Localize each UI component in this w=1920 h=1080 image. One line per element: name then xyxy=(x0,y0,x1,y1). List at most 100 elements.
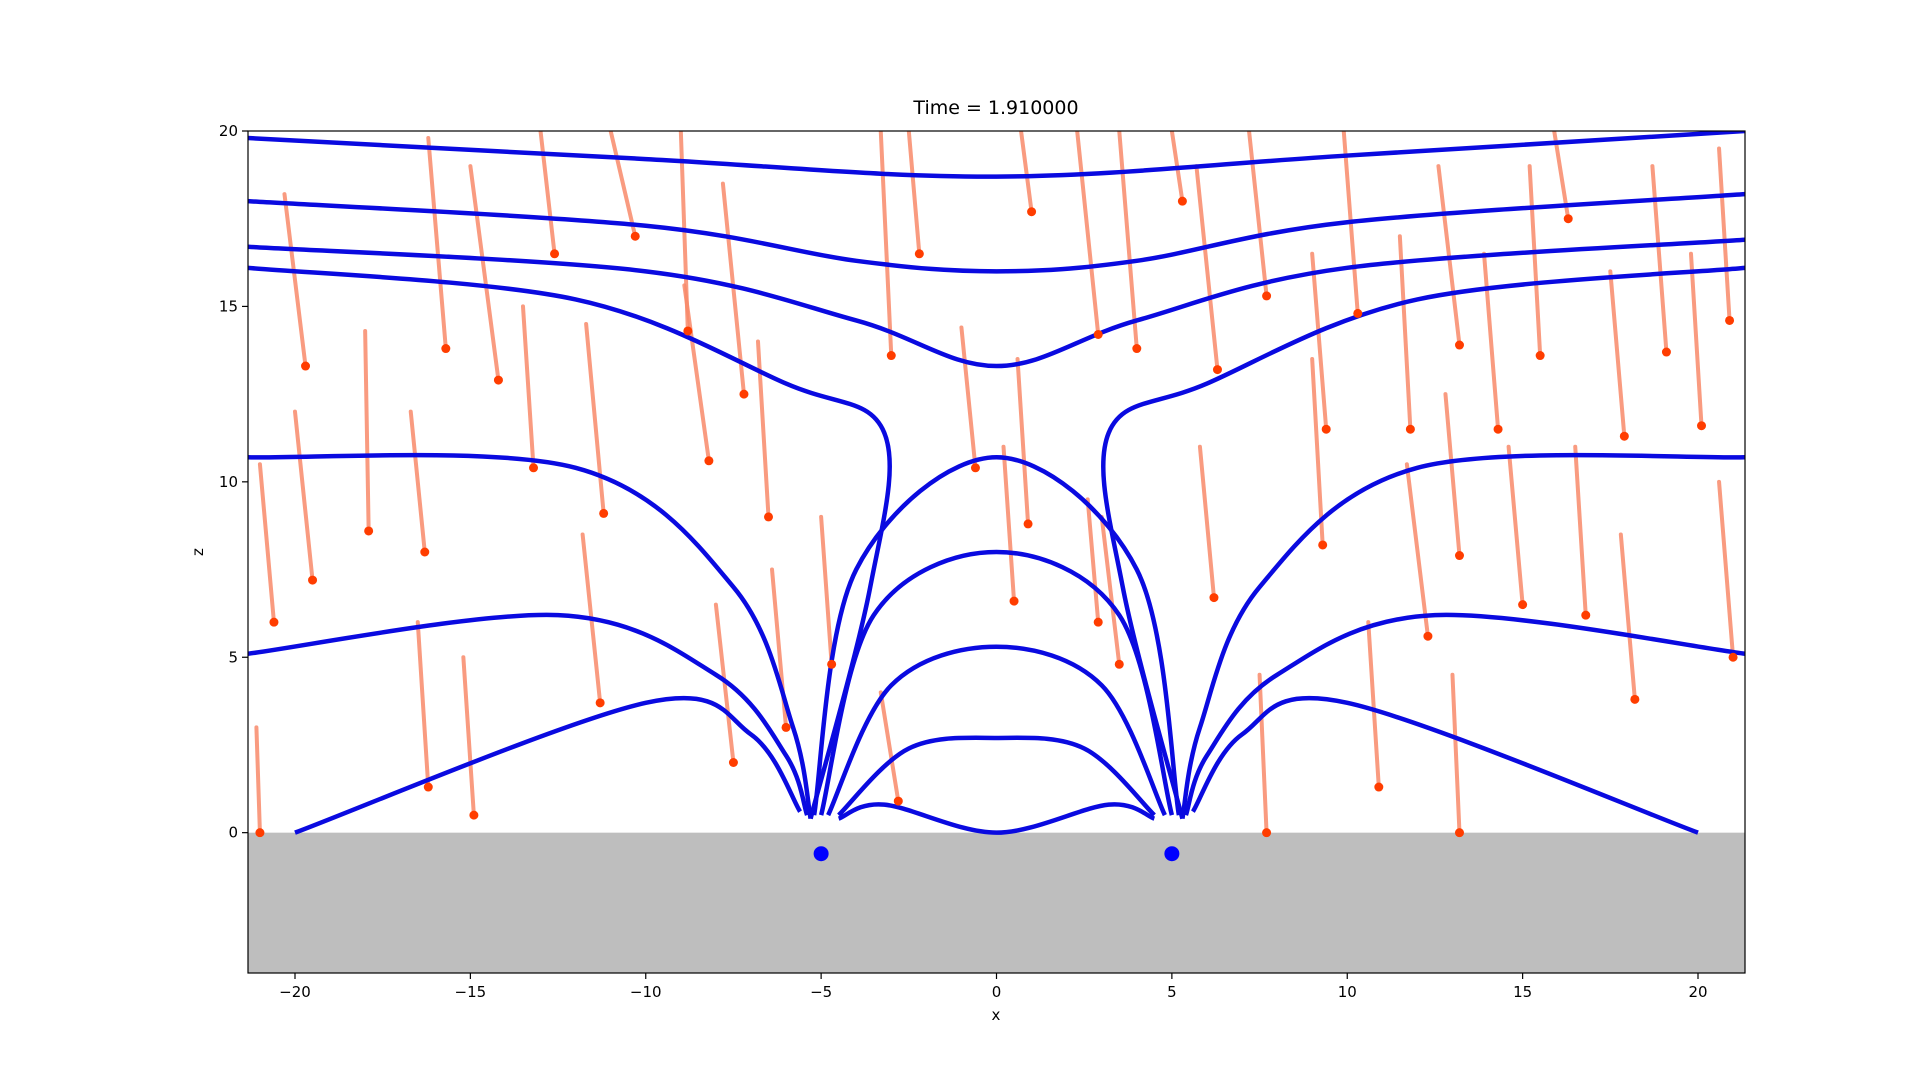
dipole xyxy=(813,846,829,862)
particle-head xyxy=(1423,631,1433,641)
particle-trail xyxy=(282,192,308,369)
particle-trail xyxy=(1310,357,1325,547)
particle-head xyxy=(764,512,774,522)
particle-trail xyxy=(1608,269,1627,439)
particle-trail xyxy=(1506,444,1525,607)
particle-trail xyxy=(1085,497,1101,625)
particle-head xyxy=(683,326,693,336)
particle-head xyxy=(1619,431,1629,441)
dipole xyxy=(1164,846,1180,862)
particle-trail xyxy=(1688,251,1704,428)
particle-trail xyxy=(1075,131,1101,337)
particle-head xyxy=(1212,365,1222,375)
particle-head xyxy=(1535,351,1545,361)
particle-head xyxy=(1374,782,1384,792)
particle-trail xyxy=(819,514,834,667)
field-line xyxy=(1183,612,1745,816)
particle-head xyxy=(1353,308,1363,318)
particle-head xyxy=(1697,421,1707,431)
particle-trail xyxy=(1397,234,1413,432)
particle-head xyxy=(550,249,560,259)
particle-head xyxy=(886,351,896,361)
particle-trail xyxy=(878,690,901,804)
particle-head xyxy=(739,389,749,399)
particle-head xyxy=(728,758,738,767)
particle-trail xyxy=(1450,672,1462,835)
particle-trail xyxy=(1001,444,1017,604)
particle-head xyxy=(893,796,903,806)
particle-head xyxy=(1581,610,1591,620)
x-tick-label: 15 xyxy=(1513,983,1532,1001)
x-tick-label: 0 xyxy=(992,983,1002,1001)
particle-head xyxy=(599,508,609,518)
ground xyxy=(248,832,1745,973)
particle-trail xyxy=(1019,131,1034,214)
particle-head xyxy=(595,698,605,708)
y-tick-label: 15 xyxy=(219,297,238,315)
particle-trail xyxy=(906,131,922,256)
field-line xyxy=(248,452,813,820)
particle-trail xyxy=(415,620,431,790)
particle-trail xyxy=(959,325,978,470)
x-tick-label: 20 xyxy=(1688,983,1707,1001)
y-axis-label: z xyxy=(189,548,207,556)
particle-trail xyxy=(1257,672,1269,835)
field-line xyxy=(818,549,1175,816)
field-line xyxy=(811,455,1182,816)
particle-head xyxy=(420,547,430,557)
particle-head xyxy=(704,456,714,466)
y-tick-label: 5 xyxy=(228,648,238,666)
field-line xyxy=(294,696,803,835)
particle-head xyxy=(1405,424,1415,434)
particle-trail xyxy=(584,321,606,516)
chart-title: Time = 1.910000 xyxy=(912,97,1078,119)
particle-head xyxy=(1454,340,1464,350)
particle-head xyxy=(1661,347,1671,357)
particle-trail xyxy=(461,655,476,818)
particle-head xyxy=(1321,424,1331,434)
field-line xyxy=(1180,452,1745,820)
y-tick-label: 20 xyxy=(219,122,238,140)
particle-head xyxy=(970,463,980,473)
particle-trail xyxy=(1404,462,1430,639)
particle-head xyxy=(1454,828,1464,838)
particle-head xyxy=(630,231,640,241)
particle-head xyxy=(781,722,791,732)
particle-trail xyxy=(608,131,638,239)
particle-head xyxy=(1093,617,1103,627)
particle-trail xyxy=(1015,357,1031,526)
particle-head xyxy=(1563,214,1573,224)
field-line xyxy=(248,265,892,820)
particle-head xyxy=(1023,519,1033,529)
particle-head xyxy=(1132,344,1142,354)
x-tick-label: −5 xyxy=(810,983,832,1001)
particle-head xyxy=(529,463,539,473)
particle-head xyxy=(1262,291,1272,301)
particle-trail xyxy=(1527,164,1543,358)
y-tick-label: 0 xyxy=(228,824,238,842)
x-tick-label: −10 xyxy=(630,983,662,1001)
particle-head xyxy=(1728,652,1738,662)
field-line xyxy=(1101,265,1745,820)
particle-head xyxy=(1027,207,1037,217)
particle-head xyxy=(1725,315,1735,325)
particle-trail xyxy=(538,131,557,256)
particle-head xyxy=(441,344,451,354)
plot-area xyxy=(248,131,1745,973)
particle-head xyxy=(827,659,837,669)
particle-head xyxy=(1262,828,1272,838)
particle-head xyxy=(1093,329,1103,339)
particle-head xyxy=(364,526,374,536)
field-line xyxy=(837,735,1156,817)
particle-trail xyxy=(1482,251,1501,432)
particle-trail xyxy=(1197,444,1216,600)
particle-trail xyxy=(1117,131,1139,351)
particle-trail xyxy=(682,283,711,463)
particle-trail xyxy=(1436,164,1462,348)
particle-trail xyxy=(363,328,371,533)
x-tick-label: −15 xyxy=(455,983,487,1001)
field-line xyxy=(248,131,1745,179)
particle-head xyxy=(301,361,311,371)
particle-head xyxy=(1493,424,1503,434)
